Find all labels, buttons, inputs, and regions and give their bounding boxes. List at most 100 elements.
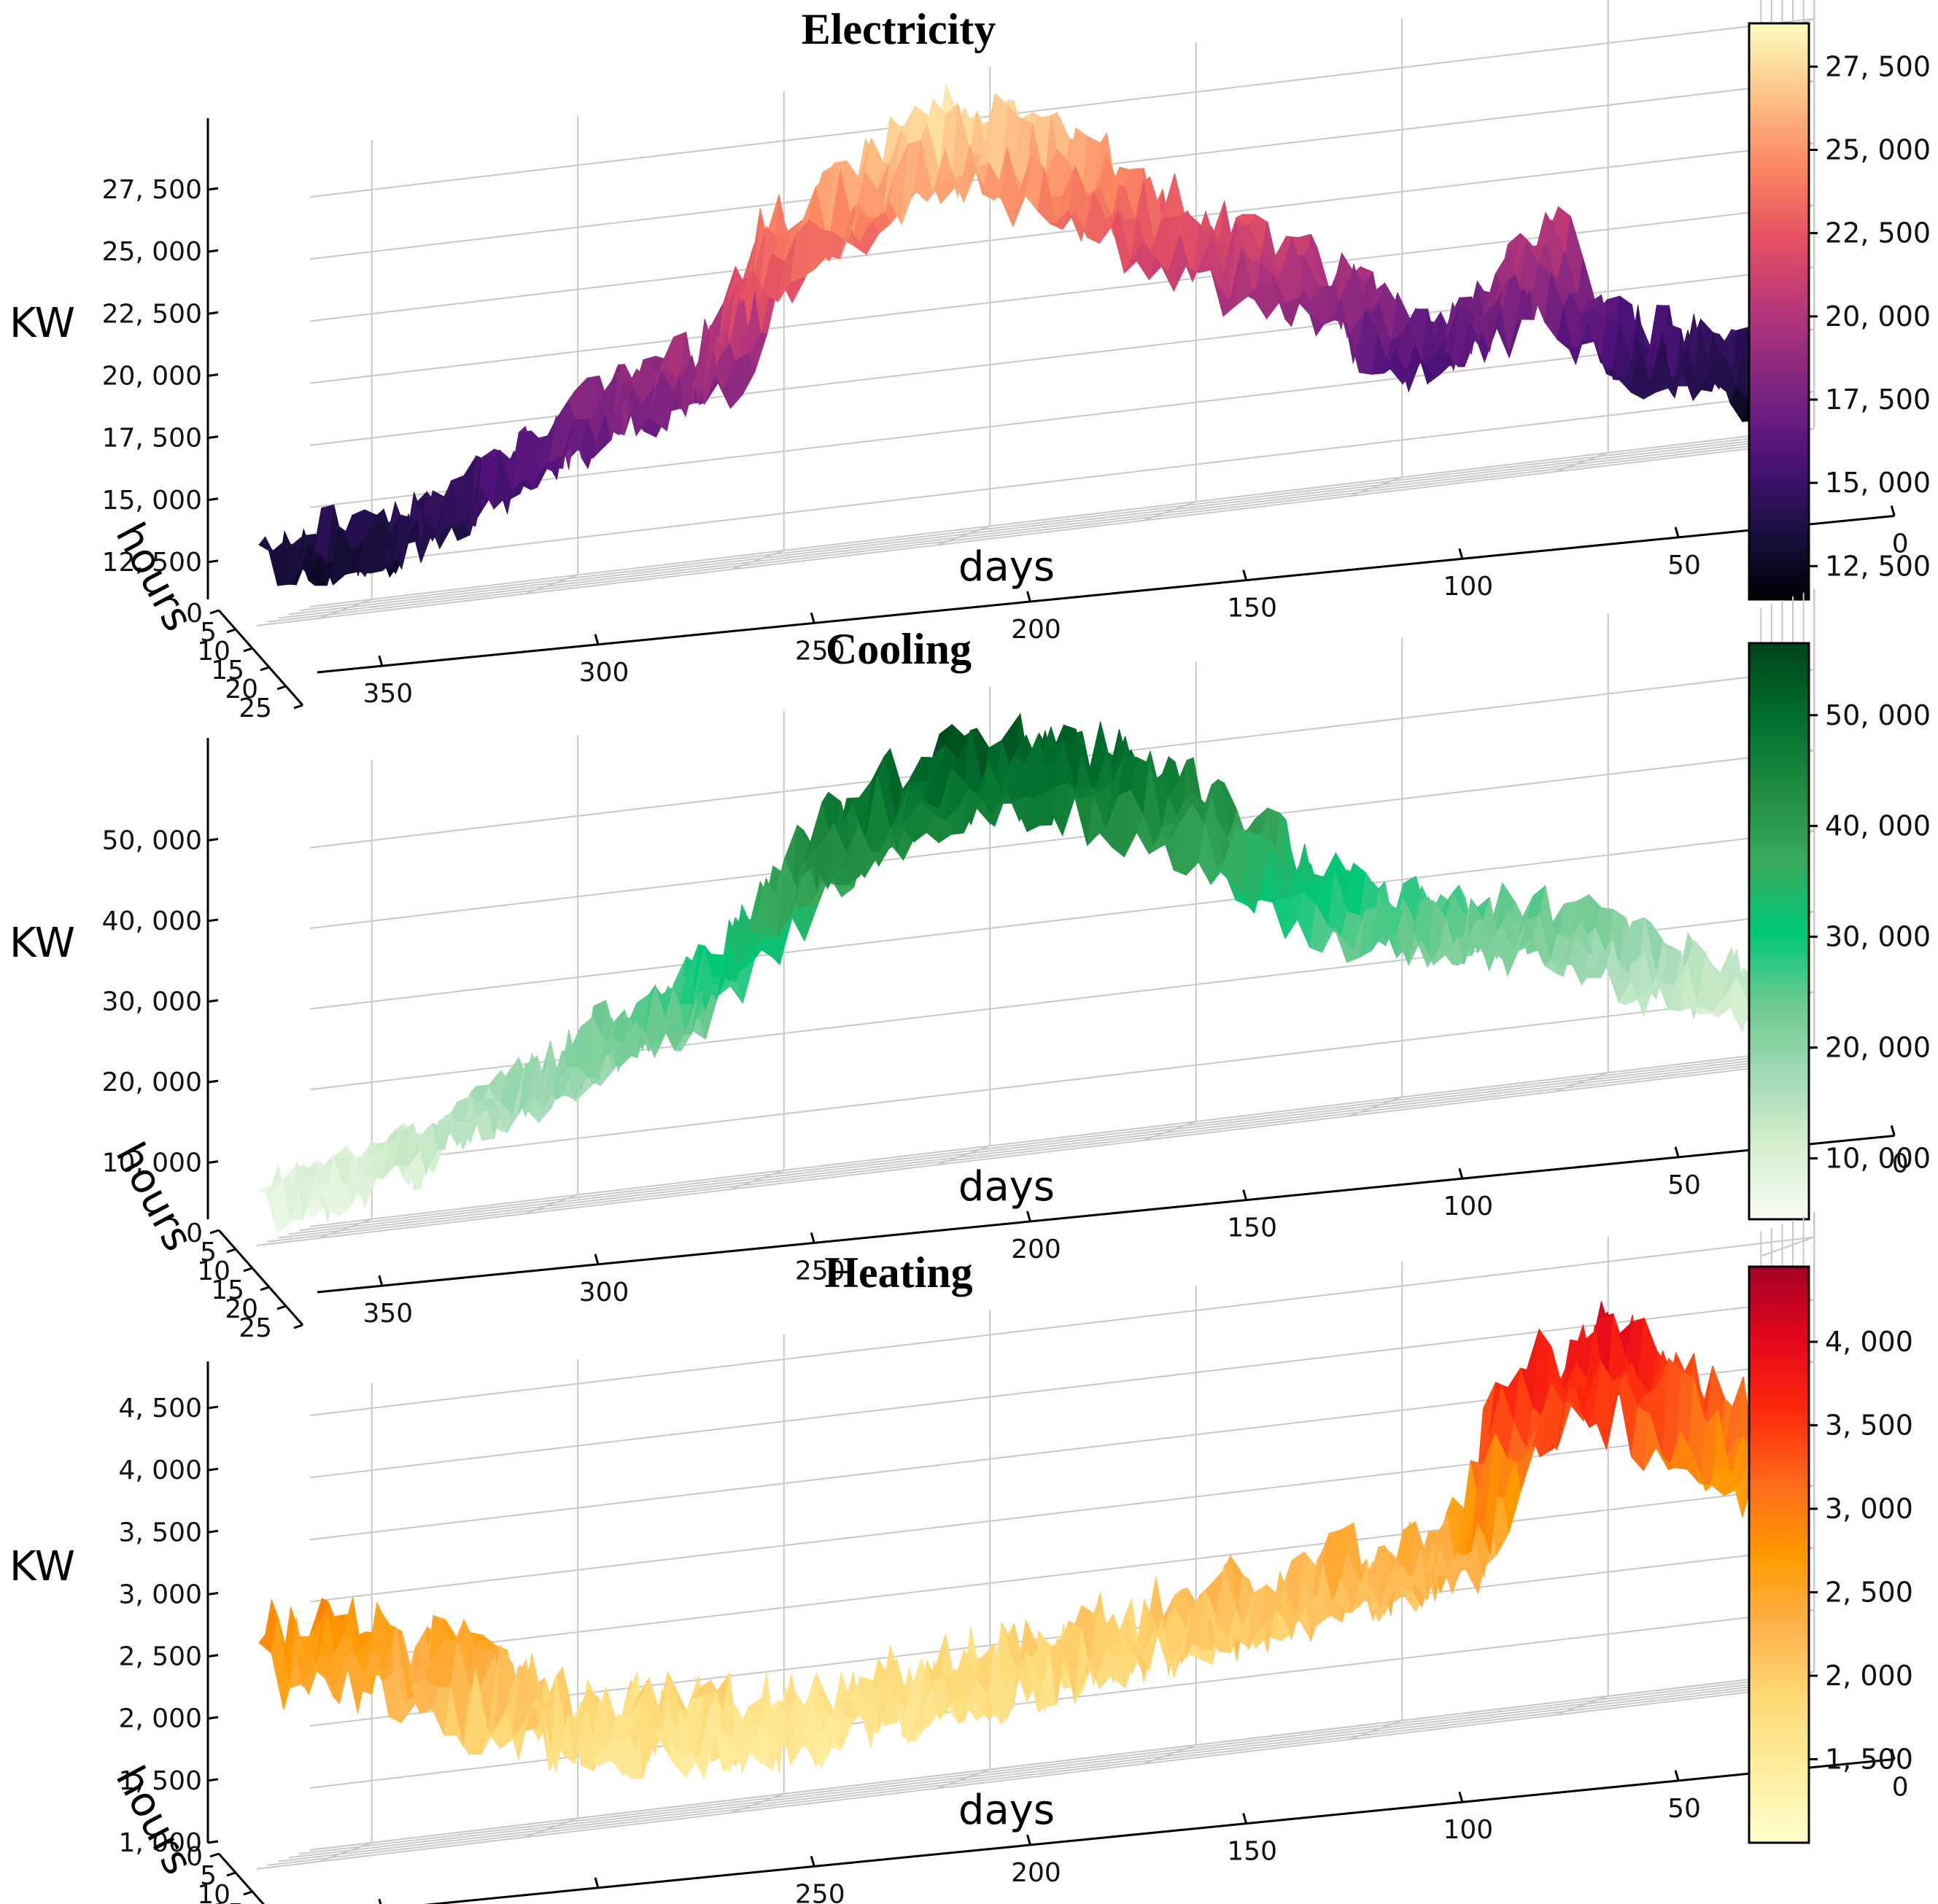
z-tick-label: 1, 500: [118, 1766, 202, 1796]
x-tick-mark: [810, 1232, 815, 1243]
y-tick-label: 10: [197, 1880, 230, 1904]
surface: [258, 1300, 1807, 1780]
z-tick-mark: [207, 373, 219, 377]
x-tick-label: 300: [579, 658, 629, 688]
z-tick-mark: [207, 497, 219, 502]
x-tick-label: 0: [1892, 1149, 1909, 1178]
x-tick-mark: [810, 612, 815, 623]
grid-line: [278, 1224, 1783, 1862]
x-tick-mark: [594, 1254, 600, 1265]
z-tick-mark: [207, 1654, 219, 1658]
z-tick-label: 22, 500: [102, 299, 202, 329]
z-tick-mark: [207, 1405, 219, 1410]
x-tick-label: 350: [363, 679, 414, 709]
y-tick-label: 20: [225, 1294, 258, 1324]
colorbar-tick-label: 2, 000: [1825, 1660, 1913, 1692]
y-axis-line: [217, 1853, 265, 1904]
x-axis-line: [317, 1134, 1895, 1294]
y-tick-label: 15: [211, 656, 244, 685]
axes: 12, 500 15, 000 17, 500 20, 000 22, 500 25, 0…: [102, 118, 1909, 723]
x-axis-line: [424, 1757, 1895, 1904]
z-tick-mark: [207, 1778, 219, 1782]
colorbar-tick-label: 40, 000: [1825, 810, 1931, 842]
x-tick-mark: [378, 1898, 382, 1904]
colorbar-tick-label: 20, 000: [1825, 1032, 1931, 1064]
x-tick-mark: [1242, 1813, 1248, 1825]
grid-line: [309, 1212, 1815, 1851]
x-tick-label: 300: [579, 1901, 629, 1904]
x-tick-mark: [1674, 1770, 1680, 1781]
y-axis-line: [217, 610, 304, 706]
x-tick-mark: [1674, 526, 1680, 538]
y-tick-label: 5: [200, 1237, 217, 1267]
z-tick-label: 3, 500: [118, 1518, 202, 1547]
y-tick-mark: [226, 1248, 236, 1254]
y-tick-mark: [276, 685, 287, 691]
x-tick-mark: [1026, 1211, 1031, 1222]
y-tick-mark: [243, 1890, 253, 1896]
y-tick-mark: [293, 704, 303, 710]
grid: [256, 1212, 1815, 1870]
x-tick-mark: [1242, 570, 1248, 581]
z-tick-mark: [207, 1591, 219, 1596]
z-tick-label: 27, 500: [102, 175, 202, 205]
x-tick-mark: [378, 655, 384, 667]
grid-line: [256, 1231, 1762, 1870]
y-tick-label: 10: [197, 1256, 230, 1286]
colorbar-tick-label: 15, 000: [1825, 467, 1931, 499]
y-tick-label: 5: [200, 1861, 217, 1891]
y-tick-mark: [243, 647, 253, 653]
x-tick-mark: [1458, 1167, 1464, 1179]
x-tick-mark: [1458, 548, 1464, 559]
y-tick-label: 10: [197, 637, 230, 667]
z-tick-mark: [207, 1079, 219, 1084]
z-tick-mark: [207, 1160, 219, 1165]
z-tick-mark: [207, 1529, 219, 1534]
z-tick-label: 25, 000: [102, 237, 202, 267]
y-tick-mark: [260, 1286, 270, 1291]
z-axis-label: KW: [9, 1543, 75, 1590]
colorbar-tick-label: 10, 000: [1825, 1142, 1931, 1174]
chart-title: Electricity: [802, 5, 996, 53]
x-tick-label: 250: [795, 1879, 845, 1904]
z-axis-label: KW: [9, 300, 75, 347]
colorbar-gradient: [1748, 22, 1810, 601]
y-tick-mark: [276, 1305, 287, 1310]
y-tick-label: 25: [239, 693, 272, 723]
y-tick-label: 0: [186, 599, 203, 629]
colorbar-tick-label: 3, 500: [1825, 1410, 1913, 1442]
z-tick-mark: [207, 311, 219, 315]
colorbar-tick-label: 4, 000: [1825, 1326, 1913, 1358]
colorbar-tick-label: 1, 500: [1825, 1744, 1913, 1776]
chart-panel-electricity: 12, 500 15, 000 17, 500 20, 000 22, 500 25, 0…: [9, 0, 1931, 723]
z-tick-label: 4, 000: [118, 1456, 202, 1485]
colorbar-gradient: [1748, 1265, 1810, 1844]
z-tick-label: 20, 000: [102, 1068, 202, 1097]
x-tick-label: 100: [1443, 1192, 1493, 1221]
x-tick-mark: [1674, 1146, 1680, 1158]
x-tick-label: 300: [579, 1278, 629, 1307]
x-tick-label: 150: [1227, 1837, 1277, 1867]
x-tick-mark: [594, 634, 600, 645]
x-tick-label: 150: [1227, 594, 1277, 623]
colorbar-tick-label: 27, 500: [1825, 50, 1931, 82]
z-tick-mark: [207, 1467, 219, 1472]
grid-line: [288, 1219, 1794, 1859]
x-tick-label: 0: [1892, 529, 1909, 559]
x-tick-label: 150: [1227, 1213, 1277, 1243]
x-tick-label: 100: [1443, 572, 1493, 602]
x-tick-mark: [1890, 1749, 1896, 1760]
x-tick-mark: [1026, 1834, 1031, 1846]
x-tick-mark: [378, 1275, 384, 1286]
chart-panel-heating: 1, 000 1, 500 2, 000 2, 500 3, 000 3, 500 4, 0…: [9, 1212, 1913, 1904]
y-tick-label: 25: [239, 1313, 272, 1343]
grid-line: [267, 1227, 1772, 1866]
z-tick-mark: [207, 559, 219, 564]
x-tick-mark: [1458, 1791, 1464, 1803]
x-tick-label: 200: [1011, 1858, 1061, 1888]
colorbar-tick-label: 22, 500: [1825, 217, 1931, 249]
colorbar-tick-label: 30, 000: [1825, 921, 1931, 953]
z-tick-label: 15, 000: [102, 486, 202, 516]
y-tick-mark: [260, 666, 270, 672]
